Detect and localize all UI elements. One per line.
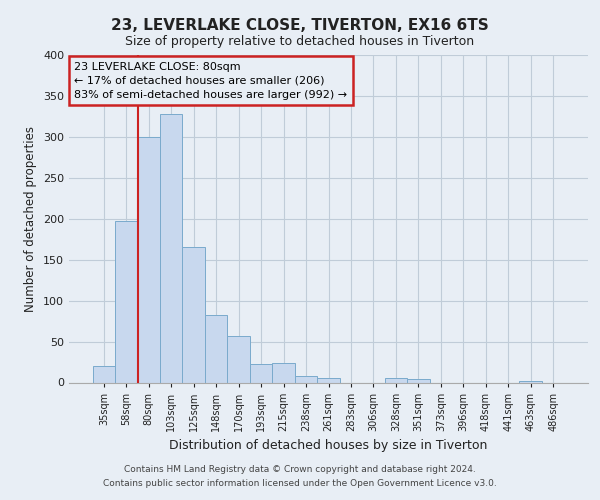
Bar bbox=[115, 221, 137, 382]
Text: 23 LEVERLAKE CLOSE: 80sqm
← 17% of detached houses are smaller (206)
83% of semi: 23 LEVERLAKE CLOSE: 80sqm ← 17% of detac… bbox=[74, 62, 347, 100]
Bar bbox=[407, 379, 430, 382]
Bar bbox=[272, 363, 295, 382]
Bar bbox=[92, 366, 115, 382]
Bar bbox=[317, 378, 340, 382]
Bar bbox=[205, 316, 227, 382]
Text: Size of property relative to detached houses in Tiverton: Size of property relative to detached ho… bbox=[125, 35, 475, 48]
Bar bbox=[385, 378, 407, 382]
Bar bbox=[160, 114, 182, 382]
Bar bbox=[295, 376, 317, 382]
Bar bbox=[137, 137, 160, 382]
Text: 23, LEVERLAKE CLOSE, TIVERTON, EX16 6TS: 23, LEVERLAKE CLOSE, TIVERTON, EX16 6TS bbox=[111, 18, 489, 32]
Y-axis label: Number of detached properties: Number of detached properties bbox=[25, 126, 37, 312]
Bar bbox=[250, 364, 272, 382]
Bar bbox=[227, 336, 250, 382]
Text: Contains HM Land Registry data © Crown copyright and database right 2024.
Contai: Contains HM Land Registry data © Crown c… bbox=[103, 466, 497, 487]
Bar bbox=[182, 248, 205, 382]
Bar bbox=[520, 381, 542, 382]
X-axis label: Distribution of detached houses by size in Tiverton: Distribution of detached houses by size … bbox=[169, 439, 488, 452]
